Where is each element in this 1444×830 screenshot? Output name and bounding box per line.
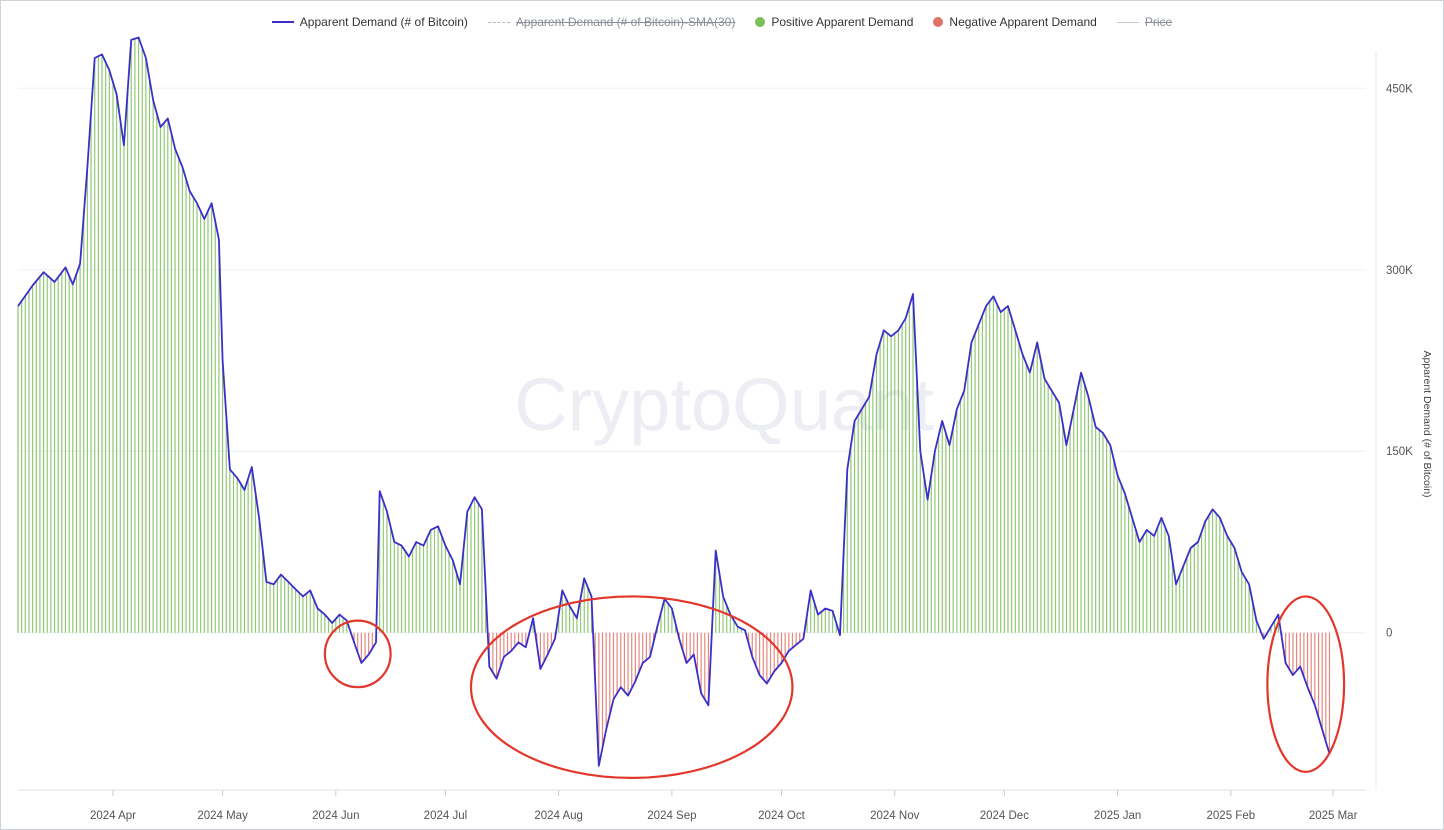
chart-legend: Apparent Demand (# of Bitcoin) Apparent … (0, 10, 1444, 34)
y-tick-label: 300K (1386, 265, 1413, 277)
annotation-ellipse-summer (469, 595, 794, 780)
y-tick-label: 0 (1386, 628, 1392, 640)
x-tick-label: 2024 Jun (312, 810, 359, 822)
legend-item-positive[interactable]: Positive Apparent Demand (755, 10, 913, 34)
x-tick-label: 2024 Apr (90, 810, 136, 822)
demand-bars (17, 37, 1331, 766)
legend-item-negative[interactable]: Negative Apparent Demand (933, 10, 1097, 34)
annotation-ellipse-march (1266, 595, 1346, 773)
x-tick-label: 2024 Jul (424, 810, 467, 822)
annotations (323, 595, 1346, 780)
x-tick-label: 2024 Oct (758, 810, 805, 822)
x-axis-ticks: 2024 Apr 2024 May 2024 Jun 2024 Jul 2024 Aug… (18, 789, 1366, 822)
apparent-demand-line (17, 36, 1331, 767)
legend-swatch-sma (487, 21, 510, 23)
legend-item-demand[interactable]: Apparent Demand (# of Bitcoin) (271, 10, 468, 34)
legend-label-negative: Negative Apparent Demand (949, 15, 1097, 29)
legend-label-sma: Apparent Demand (# of Bitcoin)-SMA(30) (515, 15, 736, 29)
y-axis-ticks: 0 150K 300K 450K (1386, 83, 1413, 639)
annotation-circle-june (323, 619, 392, 689)
x-tick-label: 2024 Dec (980, 810, 1029, 822)
legend-swatch-demand (271, 21, 294, 23)
legend-swatch-negative (933, 17, 944, 27)
x-tick-label: 2024 Nov (870, 810, 919, 822)
legend-swatch-price (1116, 21, 1139, 23)
y-axis-title: Apparent Demand (# of Bitcoin) (1421, 350, 1433, 497)
x-tick-label: 2024 Sep (647, 810, 696, 822)
grid-lines (18, 52, 1377, 790)
legend-swatch-positive (755, 17, 766, 27)
watermark: CryptoQuant (514, 363, 934, 446)
demand-line-group (17, 36, 1331, 767)
x-tick-label: 2025 Feb (1207, 810, 1256, 822)
legend-label-positive: Positive Apparent Demand (771, 15, 914, 29)
legend-label-demand: Apparent Demand (# of Bitcoin) (299, 15, 468, 29)
y-tick-label: 150K (1386, 446, 1413, 458)
legend-label-price: Price (1144, 15, 1173, 29)
x-tick-label: 2024 May (197, 810, 248, 822)
x-tick-label: 2024 Aug (534, 810, 583, 822)
legend-item-sma[interactable]: Apparent Demand (# of Bitcoin)-SMA(30) (487, 10, 736, 34)
x-tick-label: 2025 Jan (1094, 810, 1141, 822)
legend-item-price[interactable]: Price (1116, 10, 1173, 34)
y-tick-label: 450K (1386, 83, 1413, 95)
x-tick-label: 2025 Mar (1309, 810, 1358, 822)
